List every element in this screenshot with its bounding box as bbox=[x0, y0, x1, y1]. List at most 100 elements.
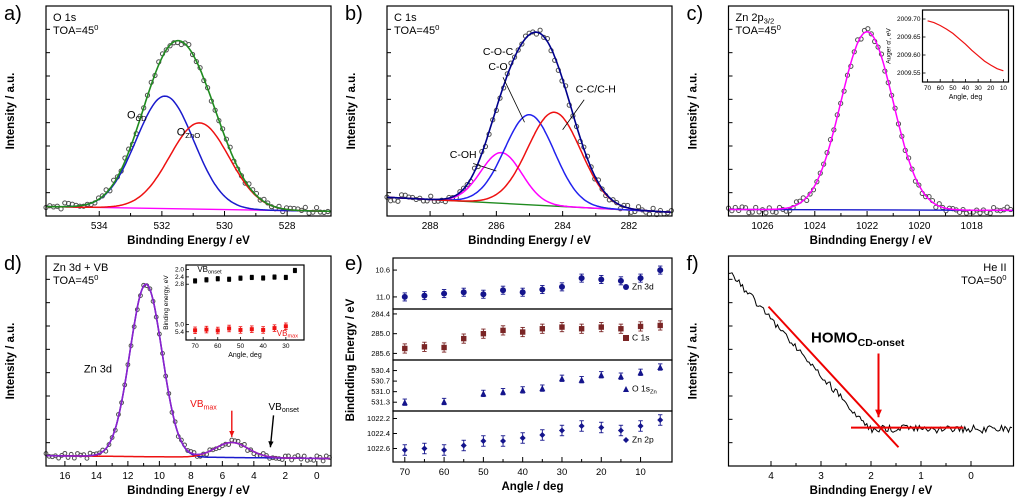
svg-text:531.3: 531.3 bbox=[371, 398, 390, 407]
panel-f-ups-curve bbox=[728, 272, 1013, 435]
svg-text:20: 20 bbox=[987, 85, 995, 92]
svg-text:Binding energy, eV: Binding energy, eV bbox=[163, 275, 170, 330]
svg-text:40: 40 bbox=[260, 343, 268, 350]
panel-d-fit-curves bbox=[46, 283, 330, 460]
svg-text:285.0: 285.0 bbox=[371, 329, 390, 338]
panel-b-svg: C-O-C C-O C-C/C-H C-OH 288 286 284 282 Bindnding… bbox=[345, 3, 674, 247]
svg-text:284: 284 bbox=[554, 221, 571, 232]
svg-text:TOA=450: TOA=450 bbox=[53, 23, 98, 37]
svg-text:530.7: 530.7 bbox=[371, 377, 390, 386]
svg-text:Bindnding Energy / eV: Bindnding Energy / eV bbox=[345, 298, 357, 421]
panel-a-fit-curves bbox=[45, 39, 332, 213]
svg-text:C 1s: C 1s bbox=[394, 12, 417, 24]
svg-text:f): f) bbox=[687, 253, 699, 275]
panel-a-axes: 534 532 530 528 Bindnding Energy / eV Intensi… bbox=[5, 5, 332, 247]
svg-text:30: 30 bbox=[282, 343, 290, 350]
svg-text:1022.4: 1022.4 bbox=[367, 429, 390, 438]
svg-text:4: 4 bbox=[768, 471, 774, 482]
panel-f-svg: HOMOCD-onset 4 3 2 1 0 Bindnding Energy / eV In… bbox=[687, 253, 1015, 497]
svg-text:C-O: C-O bbox=[488, 61, 507, 73]
svg-text:288: 288 bbox=[422, 221, 439, 232]
svg-text:VBonset: VBonset bbox=[197, 265, 222, 276]
panel-b-annotations: C-O-C C-O C-C/C-H C-OH bbox=[450, 46, 616, 161]
svg-text:OZnO: OZnO bbox=[177, 126, 201, 140]
svg-text:TOA=450: TOA=450 bbox=[53, 273, 98, 287]
svg-text:12: 12 bbox=[122, 471, 134, 482]
svg-text:10: 10 bbox=[635, 467, 646, 478]
svg-text:70: 70 bbox=[399, 467, 410, 478]
svg-text:40: 40 bbox=[962, 85, 970, 92]
panel-d-axes: 16 14 12 10 8 6 4 2 0 Bindnding Energy / eV Intens… bbox=[5, 255, 332, 497]
svg-text:70: 70 bbox=[924, 85, 932, 92]
svg-text:O 1sZn: O 1sZn bbox=[632, 384, 657, 396]
panel-b-c1s-spectrum: C-O-C C-O C-C/C-H C-OH 288 286 284 282 Bindnding… bbox=[341, 0, 682, 250]
panel-e-subplot-c-1s: 284.4 285.0 285.6 C 1s bbox=[371, 308, 673, 361]
svg-text:Angle / deg: Angle / deg bbox=[502, 481, 564, 493]
svg-text:2: 2 bbox=[868, 471, 874, 482]
panel-c-zn2p-spectrum: 70 60 50 40 30 20 10 Angle, deg 2009.70 2009.65 20… bbox=[682, 0, 1024, 250]
panel-f-annotations: HOMOCD-onset bbox=[811, 329, 905, 349]
svg-text:530.4: 530.4 bbox=[371, 366, 390, 375]
svg-text:TOA=500: TOA=500 bbox=[961, 273, 1006, 287]
svg-text:60: 60 bbox=[439, 467, 450, 478]
svg-text:TOA=450: TOA=450 bbox=[736, 23, 781, 37]
panel-d-letter-tag: d) bbox=[4, 253, 22, 275]
svg-text:Zn 2p3/2: Zn 2p3/2 bbox=[736, 12, 775, 26]
svg-text:Bindnding Energy / eV: Bindnding Energy / eV bbox=[127, 485, 250, 497]
panel-a-svg: OCD OZnO 534 532 530 528 Bindnding Energy / eV… bbox=[4, 3, 332, 247]
panel-d-inset: 70 60 50 40 30 Angle, deg 2.02.42.8 5.05.4 Bindi… bbox=[163, 264, 305, 359]
svg-text:0: 0 bbox=[314, 471, 320, 482]
panel-f-linear-fits bbox=[767, 305, 964, 448]
svg-text:2009.70: 2009.70 bbox=[897, 16, 921, 23]
panel-e-subplot-zn-2p: 1022.2 1022.4 1022.6 Zn 2p bbox=[367, 410, 673, 463]
svg-text:50: 50 bbox=[237, 343, 245, 350]
svg-text:534: 534 bbox=[91, 221, 108, 232]
panel-a-envelope bbox=[46, 39, 331, 213]
panel-b-fit-curves bbox=[386, 31, 673, 213]
svg-text:He II: He II bbox=[983, 262, 1006, 274]
svg-text:530: 530 bbox=[216, 221, 233, 232]
svg-text:Intensity / a.u.: Intensity / a.u. bbox=[5, 73, 17, 150]
svg-text:1022.2: 1022.2 bbox=[367, 414, 390, 423]
svg-text:Zn 3d: Zn 3d bbox=[84, 363, 112, 375]
svg-text:HOMOCD-onset: HOMOCD-onset bbox=[811, 329, 905, 349]
svg-text:2.0: 2.0 bbox=[175, 267, 184, 274]
svg-text:10: 10 bbox=[154, 471, 166, 482]
svg-text:531.0: 531.0 bbox=[371, 387, 390, 396]
svg-text:30: 30 bbox=[557, 467, 568, 478]
panel-a-data-points bbox=[43, 39, 331, 216]
svg-text:1: 1 bbox=[918, 471, 924, 482]
panel-b-data-points bbox=[384, 27, 674, 218]
svg-text:60: 60 bbox=[214, 343, 222, 350]
svg-text:2.4: 2.4 bbox=[175, 274, 184, 281]
svg-text:282: 282 bbox=[621, 221, 638, 232]
panel-f-heII-homo-onset: HOMOCD-onset 4 3 2 1 0 Bindnding Energy / eV In… bbox=[682, 250, 1024, 500]
svg-text:OCD: OCD bbox=[127, 110, 147, 124]
svg-text:TOA=450: TOA=450 bbox=[394, 23, 439, 37]
panel-e-letter-tag: e) bbox=[345, 253, 363, 275]
panel-d-zn3d-vb-spectrum: Zn 3d VBmax VBonset 70 60 50 40 30 Angle, deg 2.0… bbox=[0, 250, 341, 500]
svg-text:Intensity / a.u.: Intensity / a.u. bbox=[688, 323, 700, 400]
svg-text:60: 60 bbox=[937, 85, 945, 92]
panel-a-o1s-spectrum: OCD OZnO 534 532 530 528 Bindnding Energy / eV… bbox=[0, 0, 341, 250]
svg-text:3: 3 bbox=[818, 471, 824, 482]
svg-text:Zn 2p: Zn 2p bbox=[632, 435, 654, 445]
panel-a-letter-tag: a) bbox=[4, 3, 22, 25]
svg-text:2009.55: 2009.55 bbox=[897, 70, 921, 77]
svg-text:a): a) bbox=[4, 3, 22, 25]
svg-text:e): e) bbox=[345, 253, 363, 275]
panel-c-letter-tag: c) bbox=[687, 3, 704, 25]
svg-text:Bindnding Energy / eV: Bindnding Energy / eV bbox=[810, 235, 933, 247]
svg-text:Intensity / a.u.: Intensity / a.u. bbox=[5, 323, 17, 400]
svg-text:50: 50 bbox=[949, 85, 957, 92]
svg-text:0: 0 bbox=[968, 471, 974, 482]
svg-text:Angle, deg: Angle, deg bbox=[228, 352, 262, 359]
svg-text:2009.65: 2009.65 bbox=[897, 34, 921, 41]
svg-text:C-OH: C-OH bbox=[450, 149, 477, 161]
svg-text:1024: 1024 bbox=[804, 221, 827, 232]
